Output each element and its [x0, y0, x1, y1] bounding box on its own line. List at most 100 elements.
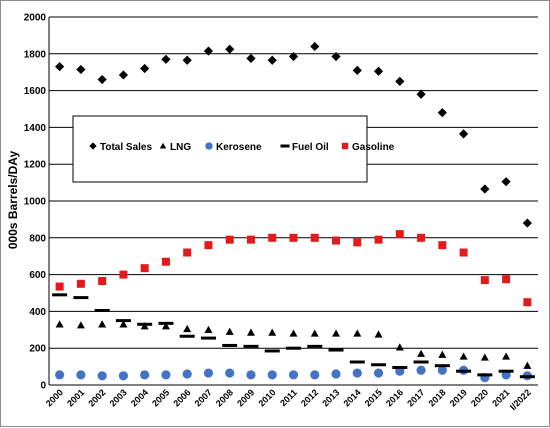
- fuel-oil-point: [371, 363, 387, 367]
- gasoline-point: [332, 236, 341, 245]
- total-sales-point: [522, 218, 532, 228]
- lng-point: [480, 353, 489, 361]
- fuel-oil-point: [328, 348, 344, 352]
- lng-point: [353, 329, 362, 337]
- series-fuel-oil: [52, 293, 535, 379]
- y-tick-label: 0: [40, 381, 46, 392]
- lng-point: [395, 343, 404, 351]
- lng-point: [76, 321, 85, 329]
- lng-point: [204, 325, 213, 333]
- total-sales-point: [161, 54, 171, 64]
- gasoline-point: [246, 235, 255, 244]
- total-sales-point: [140, 63, 150, 74]
- fuel-oil-point: [477, 373, 493, 377]
- lng-point: [183, 324, 192, 333]
- legend-items: Total Sales LNG Kerosene Fuel Oil Gasoline: [89, 142, 395, 153]
- x-tick-label: 2005: [150, 387, 171, 408]
- kerosene-point: [246, 370, 256, 380]
- x-tick-label: 2016: [384, 387, 405, 408]
- lng-point: [310, 329, 319, 337]
- kerosene-point: [267, 370, 277, 380]
- fuel-oil-point: [200, 336, 216, 340]
- total-sales-point: [310, 41, 320, 52]
- fuel-oil-point: [498, 369, 514, 373]
- kerosene-point: [55, 370, 65, 380]
- legend-box: [72, 115, 368, 183]
- x-tick-label: 2017: [405, 387, 426, 408]
- gasoline-point: [161, 257, 170, 266]
- kerosene-point: [140, 370, 150, 380]
- x-tick-label: 2008: [214, 387, 235, 408]
- x-tick-label: 2020: [469, 387, 490, 408]
- lng-point: [374, 330, 383, 338]
- gasoline-point: [204, 241, 213, 250]
- y-tick-label: 600: [29, 270, 46, 281]
- fuel-oil-point: [413, 360, 429, 364]
- series-kerosene: [55, 365, 532, 383]
- legend-marker-lng: [159, 142, 167, 149]
- legend-marker-total-sales: [89, 142, 97, 150]
- gasoline-point: [374, 235, 383, 244]
- legend-label-gasoline: Gasoline: [352, 142, 395, 153]
- x-tick-label: 2010: [256, 387, 277, 408]
- total-sales-point: [267, 55, 277, 65]
- total-sales-point: [437, 108, 447, 118]
- lng-point: [289, 329, 298, 337]
- gasoline-point: [76, 279, 85, 288]
- gasoline-point: [353, 238, 362, 247]
- kerosene-point: [288, 370, 299, 380]
- fuel-oil-point: [94, 308, 110, 312]
- kerosene-point: [203, 368, 214, 378]
- kerosene-point: [225, 368, 235, 378]
- lng-point: [417, 349, 426, 357]
- marker-layer: [52, 41, 535, 383]
- total-sales-point: [225, 44, 235, 54]
- gasoline-point: [417, 233, 426, 242]
- kerosene-point: [182, 369, 192, 379]
- y-tick-label: 1000: [24, 197, 47, 208]
- x-tick-label: 2012: [299, 387, 320, 408]
- gasoline-point: [55, 282, 64, 291]
- fuel-oil-point: [243, 344, 259, 348]
- legend: Total Sales LNG Kerosene Fuel Oil Gasoline: [72, 115, 395, 183]
- gasoline-point: [140, 264, 149, 273]
- gasoline-point: [523, 298, 532, 307]
- x-tick-label: 2002: [86, 387, 107, 408]
- y-tick-label: 1200: [24, 160, 47, 171]
- total-sales-point: [246, 53, 256, 63]
- y-tick-label: 200: [29, 344, 46, 355]
- kerosene-point: [352, 368, 362, 378]
- kerosene-point: [118, 371, 129, 381]
- x-tick-label: 2009: [235, 387, 256, 408]
- gasoline-point: [268, 233, 277, 242]
- gasoline-point: [289, 233, 298, 242]
- gasoline-point: [119, 270, 128, 279]
- y-tick-label: 400: [29, 307, 46, 318]
- kerosene-point: [416, 365, 426, 375]
- total-sales-point: [373, 66, 384, 76]
- legend-label-lng: LNG: [170, 142, 191, 153]
- kerosene-point: [161, 370, 171, 380]
- x-tick-label: 2013: [320, 387, 341, 408]
- x-tick-label: 2006: [171, 387, 192, 408]
- x-tick-label: I/2022: [508, 387, 533, 412]
- total-sales-point: [203, 46, 214, 56]
- total-sales-point: [118, 70, 129, 80]
- kerosene-point: [76, 370, 86, 380]
- gasoline-point: [502, 275, 511, 284]
- gasoline-point: [183, 248, 192, 257]
- gasoline-point: [395, 230, 404, 239]
- fuel-oil-point: [222, 343, 238, 347]
- total-sales-point: [76, 64, 86, 75]
- gasoline-point: [438, 241, 447, 250]
- gasoline-point: [225, 235, 234, 244]
- lng-point: [459, 352, 468, 360]
- total-sales-point: [55, 62, 65, 72]
- series-total-sales: [55, 41, 532, 228]
- total-sales-point: [288, 51, 299, 62]
- x-tick-label: 2001: [65, 387, 86, 408]
- fuel-oil-point: [115, 319, 131, 323]
- fuel-oil-point: [179, 334, 195, 338]
